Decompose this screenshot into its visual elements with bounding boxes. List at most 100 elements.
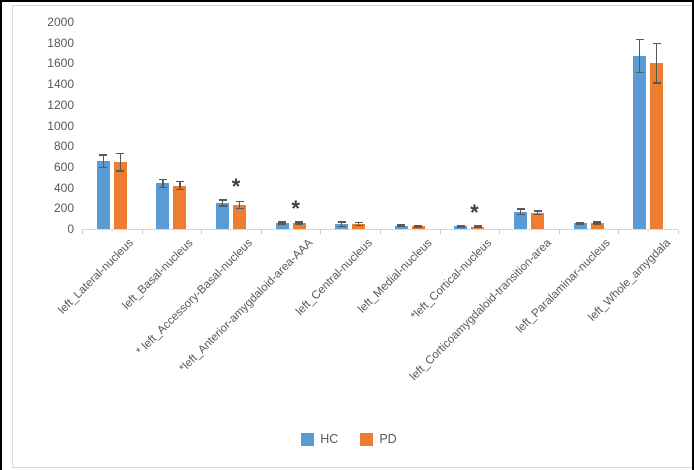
error-bar-line [655, 43, 658, 84]
y-tick-label: 600 [53, 159, 74, 174]
axis-tick [380, 230, 381, 234]
error-bar-cap [158, 186, 167, 189]
axis-tick [678, 230, 679, 234]
error-bar-line [102, 154, 105, 168]
error-bar-cap [414, 226, 423, 228]
axis-tick [618, 230, 620, 234]
y-tick-label: 1400 [47, 77, 74, 92]
error-bar-line [281, 221, 283, 224]
x-category-label: * left_Accessory-Basal-nucleus [134, 237, 256, 358]
error-bar-cap [473, 225, 482, 227]
y-tick-label: 0 [67, 222, 74, 236]
error-bar-cap [397, 224, 406, 226]
error-bar-cap [175, 188, 184, 191]
error-bar-cap [533, 213, 542, 216]
bar-hc [96, 161, 110, 229]
error-bar-cap [652, 82, 661, 84]
error-bar-cap [218, 205, 227, 207]
x-category-label: *left_Anterior-amygdaloid-area-AAA [177, 237, 316, 375]
axis-tick [320, 230, 322, 234]
axis-tick [141, 230, 143, 234]
error-bar-cap [593, 221, 602, 223]
error-bar-cap [397, 225, 406, 228]
error-bar-line [119, 153, 122, 172]
error-bar-cap [337, 225, 346, 228]
error-bar-cap [278, 221, 287, 223]
x-axis-line [82, 229, 678, 230]
error-bar-cap [593, 223, 602, 225]
bar-pd [352, 223, 366, 229]
error-bar-cap [533, 210, 542, 212]
error-bar-cap [235, 200, 244, 203]
bar-pd [173, 185, 187, 229]
legend-item-pd: PD [360, 432, 397, 446]
bar-hc [633, 56, 647, 229]
error-bar-cap [337, 221, 346, 223]
error-bar-line [519, 209, 522, 215]
error-bar-cap [99, 166, 108, 169]
error-bar-line [400, 225, 403, 227]
error-bar-cap [158, 178, 167, 181]
chart-object-border [12, 5, 692, 468]
legend-label: HC [320, 432, 339, 446]
axis-tick [260, 230, 262, 234]
error-bar-cap [99, 154, 108, 156]
error-bar-cap [414, 224, 423, 227]
error-bar-cap [516, 208, 525, 210]
y-tick-label: 200 [53, 201, 74, 216]
y-tick-label: 400 [53, 180, 74, 195]
error-bar-cap [235, 207, 244, 210]
bar-pd [113, 162, 127, 229]
error-bar-cap [175, 180, 184, 183]
y-tick-label: 1800 [47, 35, 74, 50]
error-bar-cap [576, 223, 585, 225]
legend-swatch [360, 432, 374, 446]
bar-pd [411, 226, 425, 229]
error-bar-line [536, 210, 539, 215]
error-bar-cap [278, 223, 287, 225]
error-bar-cap [295, 223, 304, 225]
error-bar-line [179, 181, 181, 190]
bar-pd [531, 212, 544, 229]
error-bar-cap [116, 152, 125, 155]
legend: HC PD [2, 430, 692, 448]
error-bar-cap [295, 221, 304, 223]
bar-hc [156, 183, 170, 229]
significance-asterisk: * [291, 195, 300, 221]
error-bar-line [596, 222, 598, 224]
axis-tick [558, 230, 560, 234]
error-bar-line [340, 222, 343, 227]
error-bar-line [162, 179, 164, 188]
bar-hc [216, 202, 229, 229]
significance-asterisk: * [470, 199, 479, 225]
error-bar-line [357, 222, 360, 226]
bar-pd [292, 223, 306, 229]
legend-label: PD [379, 432, 397, 446]
bar-pd [233, 204, 246, 229]
bar-hc [514, 211, 527, 229]
axis-tick [82, 230, 83, 234]
error-bar-cap [576, 221, 585, 224]
error-bar-cap [354, 221, 363, 224]
y-tick-label: 2000 [47, 15, 74, 29]
error-bar-line [298, 222, 300, 225]
error-bar-cap [635, 71, 644, 74]
axis-tick [499, 230, 501, 234]
error-bar-cap [456, 226, 465, 228]
y-tick-label: 1000 [47, 118, 74, 133]
legend-swatch [301, 432, 315, 446]
axis-tick [201, 230, 203, 234]
error-bar-line [221, 200, 224, 206]
error-bar-cap [456, 224, 465, 227]
error-bar-cap [635, 38, 644, 41]
error-bar-line [238, 201, 241, 209]
error-bar-line [579, 222, 581, 225]
bar-hc [275, 222, 289, 229]
bar-hc [573, 223, 587, 229]
bar-pd [650, 63, 664, 229]
error-bar-cap [473, 226, 482, 228]
error-bar-cap [652, 42, 661, 45]
y-tick-label: 1600 [47, 56, 74, 71]
